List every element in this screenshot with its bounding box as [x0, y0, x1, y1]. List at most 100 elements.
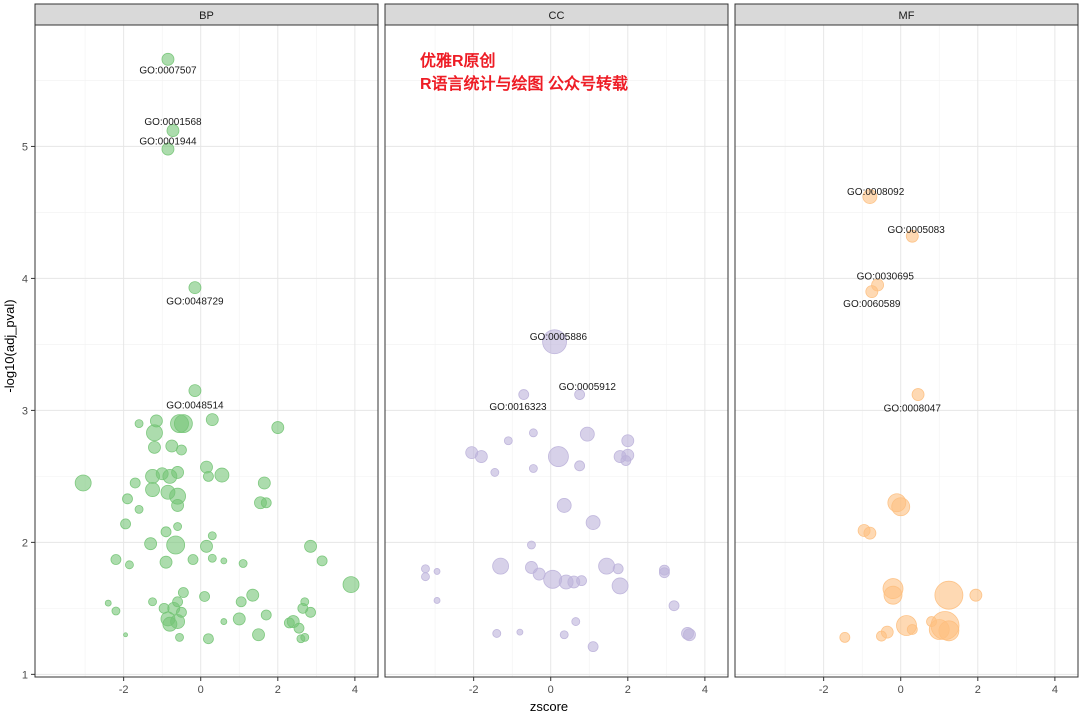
- data-point: [220, 557, 228, 565]
- data-point: [293, 622, 305, 634]
- data-point: [148, 440, 161, 454]
- data-point: [134, 504, 144, 514]
- go-term-label: GO:0005886: [530, 332, 588, 343]
- data-point: [205, 413, 219, 427]
- data-point: [527, 540, 536, 550]
- data-point: [576, 575, 587, 587]
- data-point: [188, 384, 202, 397]
- data-point: [612, 563, 624, 575]
- data-point: [187, 554, 199, 565]
- data-points: [74, 52, 360, 645]
- data-point: [235, 596, 247, 608]
- data-point: [260, 497, 272, 509]
- watermark-line-1: 优雅R原创: [420, 51, 496, 70]
- data-point: [542, 329, 567, 355]
- data-point: [200, 539, 213, 553]
- data-point: [120, 518, 131, 530]
- data-point: [556, 498, 572, 513]
- data-point: [257, 476, 271, 490]
- facet-strip-label: MF: [899, 10, 915, 22]
- data-point: [271, 421, 285, 434]
- data-point: [862, 189, 878, 204]
- data-point: [433, 568, 441, 575]
- facet-panel-cc: CC GO:0005886 GO:0005912 GO:0016323 -2 0 2 4: [384, 3, 729, 696]
- x-tick-label: 2: [975, 684, 981, 696]
- data-point: [207, 531, 217, 541]
- data-point: [159, 555, 173, 569]
- x-tick-label: 0: [198, 684, 204, 696]
- x-tick-label: 0: [898, 684, 904, 696]
- data-point: [548, 446, 569, 467]
- data-point: [232, 612, 246, 626]
- data-point: [260, 609, 272, 621]
- data-point: [876, 630, 887, 642]
- data-point: [969, 588, 983, 602]
- panel-background: [735, 25, 1078, 677]
- data-point: [173, 414, 193, 433]
- data-point: [421, 564, 430, 574]
- data-point: [171, 499, 184, 512]
- data-point: [571, 617, 581, 626]
- data-point: [165, 439, 179, 453]
- panels-layer: BP GO:0007507 GO:0001568 GO:0001944 GO:00487…: [34, 3, 1079, 696]
- facet-panel-bp: BP GO:0007507 GO:0001568 GO:0001944 GO:00487…: [34, 3, 379, 696]
- x-axis-title: zscore: [530, 699, 568, 714]
- data-point: [246, 588, 260, 602]
- go-term-label: GO:0005912: [559, 382, 617, 393]
- data-point: [111, 606, 121, 616]
- data-point: [621, 434, 635, 448]
- data-point: [492, 629, 502, 638]
- data-point: [598, 557, 616, 575]
- data-point: [122, 493, 133, 505]
- data-point: [574, 460, 586, 472]
- x-tick-label: 2: [275, 684, 281, 696]
- data-point: [421, 572, 430, 582]
- data-point: [300, 597, 310, 607]
- data-point: [123, 632, 128, 638]
- data-point: [620, 455, 632, 466]
- go-term-label: GO:0060589: [843, 299, 901, 310]
- go-term-label: GO:0016323: [489, 402, 547, 413]
- go-term-label: GO:0008092: [847, 187, 905, 198]
- go-term-label: GO:0048514: [166, 401, 224, 412]
- data-point: [863, 526, 877, 540]
- data-point: [148, 597, 157, 607]
- data-point: [474, 450, 488, 463]
- x-tick-label: 4: [702, 684, 708, 696]
- data-point: [300, 633, 310, 642]
- data-point: [528, 428, 538, 438]
- data-point: [587, 641, 599, 653]
- data-point: [574, 389, 586, 400]
- y-tick-label: 1: [22, 669, 28, 681]
- go-term-label: GO:0001568: [144, 117, 202, 128]
- data-point: [490, 468, 500, 477]
- data-point: [104, 599, 112, 607]
- data-point: [220, 618, 228, 625]
- data-point: [149, 414, 163, 428]
- data-point: [938, 620, 960, 642]
- data-point: [188, 281, 202, 295]
- data-point: [173, 522, 182, 531]
- data-point: [238, 559, 248, 568]
- panel-background: [35, 25, 378, 677]
- data-point: [304, 539, 317, 553]
- x-tick-label: -2: [469, 684, 479, 696]
- data-points: [839, 189, 983, 643]
- data-point: [176, 444, 187, 456]
- data-point: [161, 142, 175, 156]
- data-point: [161, 52, 175, 66]
- data-point: [883, 585, 903, 605]
- panel-border: [384, 24, 729, 678]
- data-point: [579, 426, 595, 442]
- data-point: [585, 515, 601, 530]
- data-point: [160, 526, 172, 538]
- y-axis: 1 2 3 4 5: [22, 141, 35, 681]
- data-point: [528, 464, 538, 473]
- y-tick-label: 4: [22, 273, 28, 285]
- data-point: [252, 628, 265, 642]
- go-term-label: GO:0005083: [888, 225, 946, 236]
- facet-panel-mf: MF GO:0008092 GO:0005083 GO:0030695 GO:00605…: [734, 3, 1079, 696]
- data-point: [559, 630, 569, 640]
- data-point: [144, 537, 158, 551]
- go-term-label: GO:0030695: [857, 271, 915, 282]
